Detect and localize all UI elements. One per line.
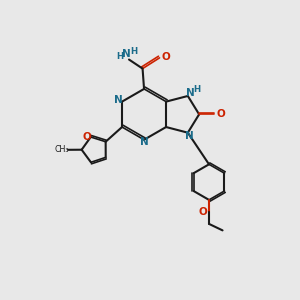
Text: N: N xyxy=(122,49,131,59)
Text: H: H xyxy=(193,85,200,94)
Text: H: H xyxy=(130,47,137,56)
Text: O: O xyxy=(217,109,225,119)
Text: N: N xyxy=(140,137,148,147)
Text: O: O xyxy=(162,52,170,62)
Text: CH₃: CH₃ xyxy=(55,145,69,154)
Text: H: H xyxy=(116,52,124,62)
Text: O: O xyxy=(199,207,208,217)
Text: N: N xyxy=(114,95,122,105)
Text: N: N xyxy=(184,131,194,141)
Text: N: N xyxy=(186,88,195,98)
Text: O: O xyxy=(82,132,91,142)
